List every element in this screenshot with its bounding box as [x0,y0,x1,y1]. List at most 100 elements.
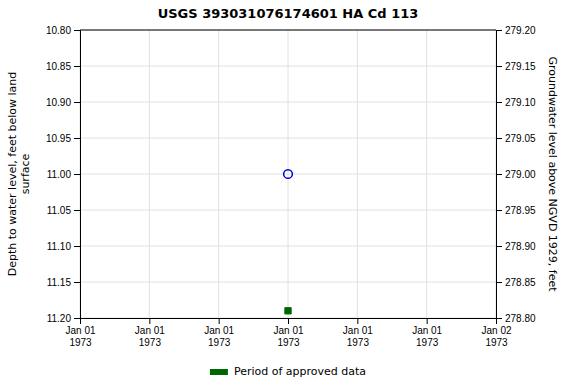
axis-line [74,31,81,319]
tick-mark [219,318,220,324]
tick-label: Jan 011973 [135,325,165,348]
tick: 279.10 [496,97,536,108]
tick: 11.10 [47,241,80,252]
text-line: 1973 [485,337,508,348]
tick-label: 278.85 [505,277,536,288]
series [284,170,293,179]
grid [80,30,496,318]
tick-label: 10.90 [46,97,71,108]
tick-label: Jan 011973 [204,325,234,348]
tick-mark [74,66,80,67]
grid-line [288,30,289,318]
grid-line [149,30,150,318]
tick: 11.05 [47,205,80,216]
tick-mark [496,318,502,319]
tick-mark [496,282,502,283]
legend-item: Period of approved data [210,365,366,378]
tick: 10.85 [46,61,80,72]
tick: 279.05 [496,133,536,144]
tick: 11.20 [47,313,80,324]
tick: 279.20 [496,25,536,36]
text-line: 1973 [347,337,370,348]
tick-label: 10.80 [46,25,71,36]
tick-label: 279.15 [505,61,536,72]
tick-mark [288,318,289,324]
text-line: Jan 01 [204,325,234,336]
tick-mark [74,318,80,319]
tick: Jan 011973 [343,318,373,348]
text-line: Jan 01 [412,325,442,336]
tick: Jan 011973 [412,318,442,348]
axis-title: Groundwater level above NGVD 1929, feet [546,56,559,292]
tick-mark [496,138,502,139]
tick-label: 11.05 [47,205,72,216]
grid-line [80,30,496,31]
tick-mark [496,246,502,247]
tick-mark [496,102,502,103]
tick-label: 278.95 [505,205,536,216]
tick-mark [357,318,358,324]
tick-mark [74,210,80,211]
text-line: Jan 01 [343,325,373,336]
tick-mark [74,246,80,247]
tick-label: 278.90 [505,241,536,252]
text-line: Jan 01 [65,325,95,336]
axis-line [81,319,497,325]
tick-label: 10.85 [46,61,71,72]
grid-line [218,30,219,318]
point [284,170,293,179]
tick-label: 11.20 [47,313,72,324]
tick-mark [496,174,502,175]
tick-mark [74,174,80,175]
tick-mark [74,138,80,139]
tick: 11.00 [47,169,80,180]
text-line: 1973 [139,337,162,348]
tick-label: Jan 011973 [65,325,95,348]
text-line: 1973 [69,337,92,348]
title: USGS 393031076174601 HA Cd 113 [158,6,419,21]
legend-swatch [210,369,228,375]
text-line: 1973 [208,337,231,348]
tick: Jan 011973 [204,318,234,348]
tick: 278.90 [496,241,536,252]
tick: 279.15 [496,61,536,72]
text-line: Depth to water level, feet below land [6,72,19,277]
tick-label: Jan 011973 [343,325,373,348]
tick-mark [74,30,80,31]
plot: Jan 011973Jan 011973Jan 011973Jan 011973… [6,25,559,348]
y2-axis: 279.20 279.15 279.10 279.05 279.00 278.95 278.… [496,25,536,324]
text-line: Jan 01 [135,325,165,336]
tick-mark [496,210,502,211]
axis-title: Depth to water level, feet below landsur… [6,72,32,277]
tick: 10.80 [46,25,80,36]
frame-line [80,30,496,31]
text-line: Jan 02 [481,325,511,336]
x-axis: Jan 011973Jan 011973Jan 011973Jan 011973… [65,318,511,348]
marks [284,170,293,314]
tick-label: 278.80 [505,313,536,324]
tick-label: Jan 021973 [481,325,511,348]
tick-label: 10.95 [46,133,71,144]
y-axis: 10.80 10.85 10.90 10.95 11.00 11.05 11.10 11.15… [46,25,81,324]
tick-mark [74,102,80,103]
point [285,308,291,314]
tick: Jan 011973 [135,318,165,348]
tick-label: 11.15 [47,277,72,288]
tick-mark [496,66,502,67]
legend-label: Period of approved data [234,365,366,378]
tick: 278.95 [496,205,536,216]
tick: Jan 011973 [273,318,303,348]
grid-line [426,30,427,318]
tick-label: Jan 011973 [412,325,442,348]
tick-label: Jan 011973 [273,325,303,348]
tick-mark [496,30,502,31]
tick: 279.00 [496,169,536,180]
tick-label: 279.00 [505,169,536,180]
series [285,308,291,314]
tick: 10.95 [46,133,80,144]
legend: Period of approved data [210,365,366,378]
tick-label: 279.05 [505,133,536,144]
tick-mark [427,318,428,324]
tick: 278.85 [496,277,536,288]
tick-label: 11.00 [47,169,72,180]
